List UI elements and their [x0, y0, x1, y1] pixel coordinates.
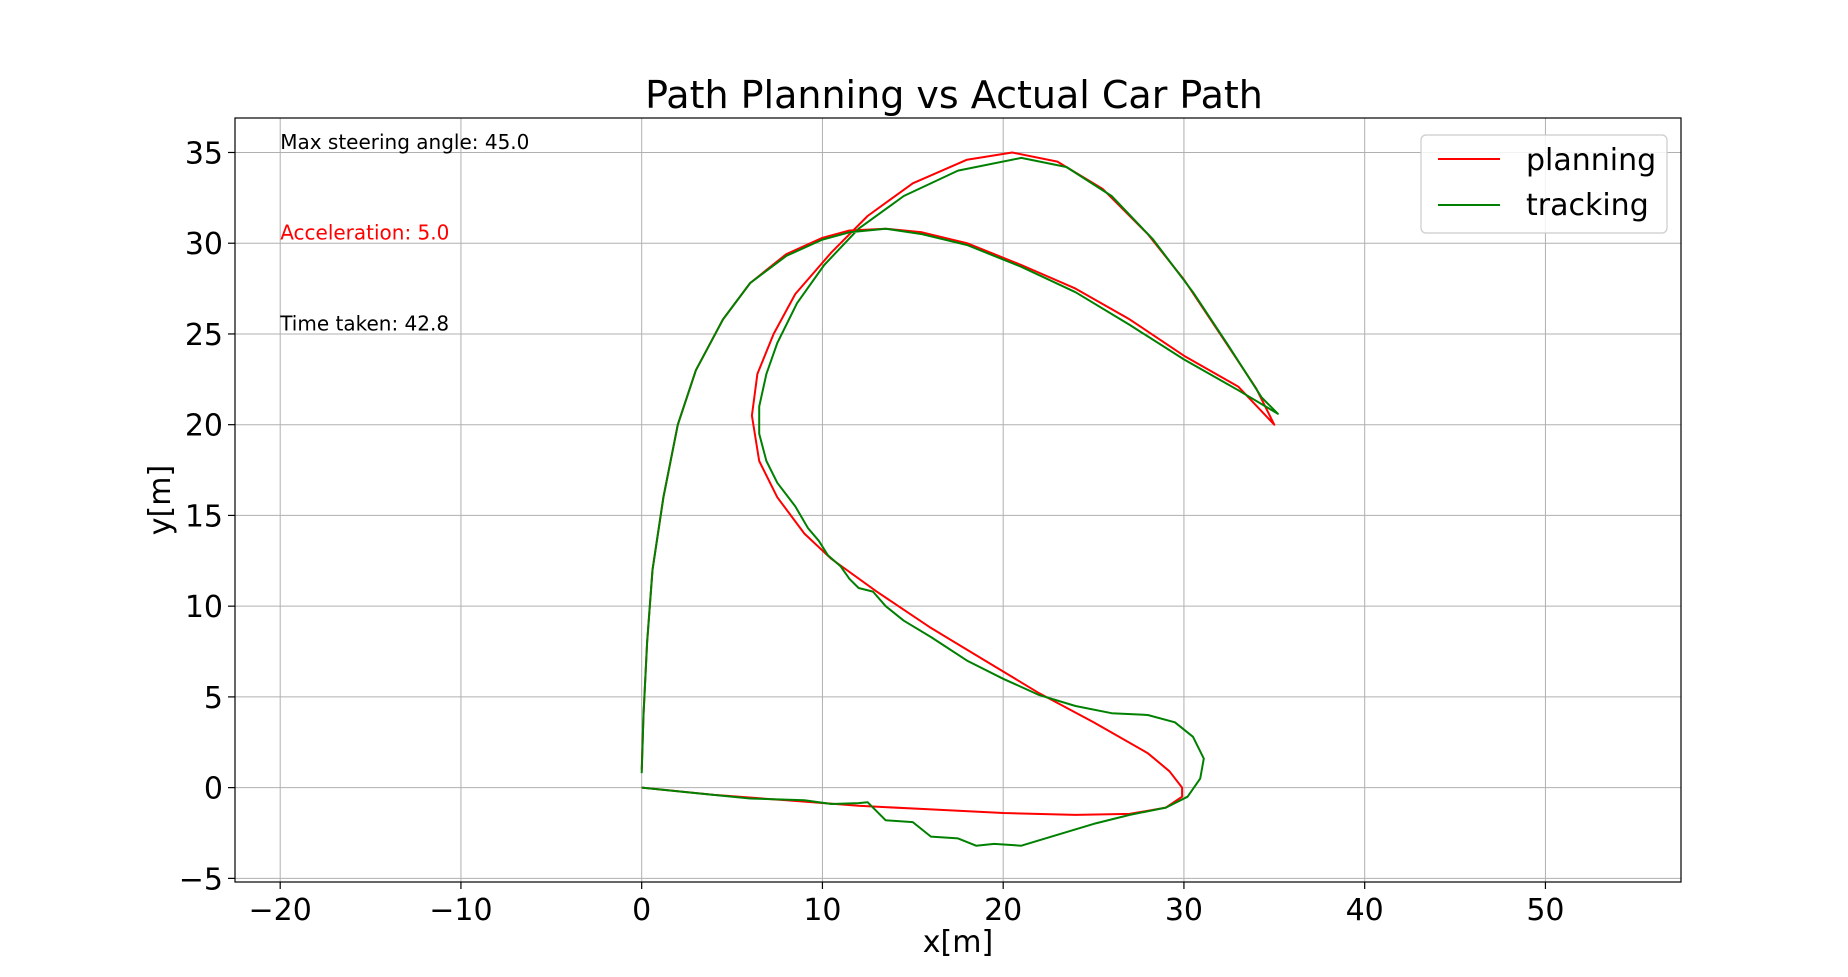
annotations: Max steering angle: 45.0 Acceleration: 5.…: [279, 130, 529, 335]
legend-label-planning: planning: [1526, 143, 1656, 178]
annotation-text: Time taken: 42.8: [279, 311, 449, 335]
x-tick-label: 50: [1526, 893, 1564, 928]
grid-lines: [235, 118, 1681, 882]
legend: planning tracking: [1420, 134, 1668, 234]
annotation-text: Acceleration: 5.0: [280, 221, 449, 245]
y-tick-label: 10: [185, 590, 223, 625]
y-tick-label: 5: [204, 681, 223, 716]
x-tick-label: 20: [984, 893, 1022, 928]
annotation-text: Max steering angle: 45.0: [280, 130, 529, 154]
x-axis-label: x[m]: [923, 925, 993, 960]
x-tick-label: 30: [1165, 893, 1203, 928]
y-tick-label: 0: [204, 772, 223, 807]
plot-frame: [234, 117, 1682, 883]
y-tick-label: 20: [185, 409, 223, 444]
x-tick-label: 40: [1346, 893, 1384, 928]
x-tick-label: −20: [249, 893, 312, 928]
axis-ticks: −20 −10 0 10 20 30 40 50 −5 0 5 10 15 20 25 30 35: [179, 136, 1565, 928]
chart-title: Path Planning vs Actual Car Path: [645, 73, 1263, 117]
y-tick-label: 30: [185, 227, 223, 262]
y-axis-label: y[m]: [143, 465, 178, 535]
legend-label-tracking: tracking: [1526, 188, 1649, 223]
series-line-planning: [640, 151, 1276, 816]
y-tick-label: 15: [185, 499, 223, 534]
y-tick-label: 25: [185, 318, 223, 353]
series-layer: [640, 151, 1279, 847]
x-tick-label: 0: [632, 893, 651, 928]
x-tick-label: 10: [803, 893, 841, 928]
y-tick-label: −5: [179, 862, 223, 897]
series-line-tracking: [640, 156, 1279, 847]
x-tick-label: −10: [429, 893, 492, 928]
y-tick-label: 35: [185, 136, 223, 171]
